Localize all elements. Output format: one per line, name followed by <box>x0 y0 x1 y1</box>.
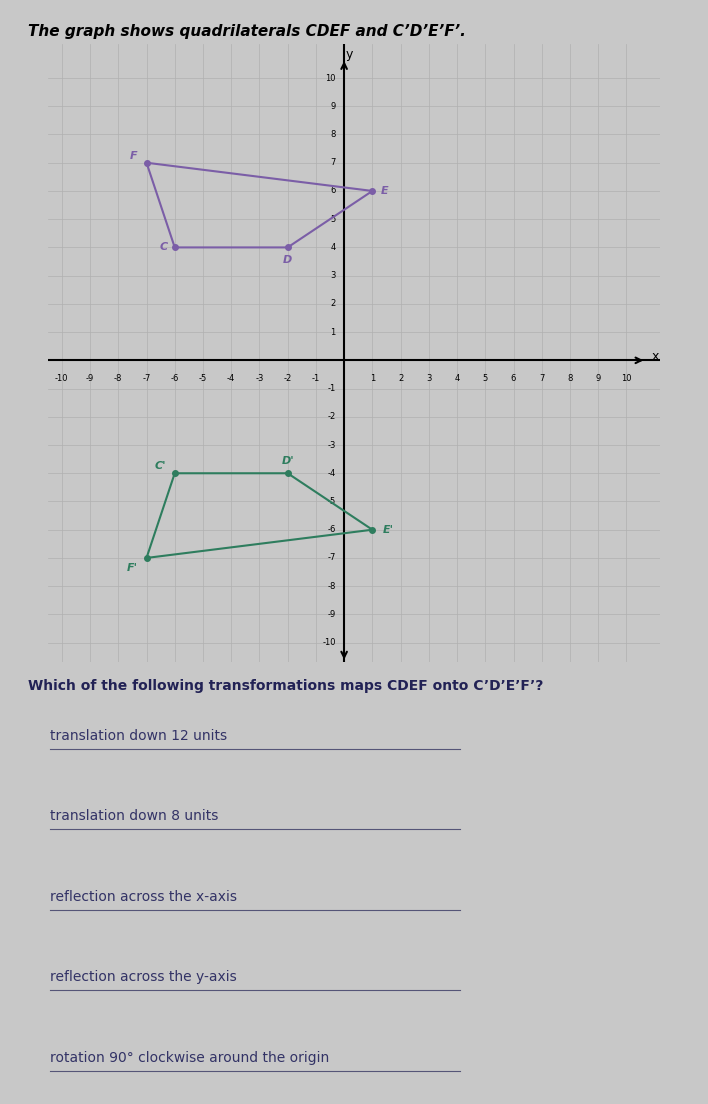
Text: -3: -3 <box>327 440 336 449</box>
Text: 8: 8 <box>567 374 573 383</box>
Text: 10: 10 <box>621 374 632 383</box>
Text: -8: -8 <box>327 582 336 591</box>
Text: E: E <box>381 185 389 195</box>
Text: -9: -9 <box>86 374 94 383</box>
Text: -4: -4 <box>227 374 235 383</box>
Text: -1: -1 <box>327 384 336 393</box>
Text: -8: -8 <box>114 374 122 383</box>
Text: -9: -9 <box>327 609 336 619</box>
Text: 3: 3 <box>426 374 431 383</box>
Text: 9: 9 <box>331 102 336 110</box>
Text: -1: -1 <box>312 374 320 383</box>
Text: y: y <box>346 49 353 61</box>
Text: -7: -7 <box>327 553 336 562</box>
Text: Which of the following transformations maps CDEF onto C’D’E’F’?: Which of the following transformations m… <box>28 679 544 693</box>
Text: 5: 5 <box>483 374 488 383</box>
Text: 10: 10 <box>325 74 336 83</box>
Text: The graph shows quadrilaterals CDEF and C’D’E’F’.: The graph shows quadrilaterals CDEF and … <box>28 24 466 40</box>
Text: 1: 1 <box>370 374 375 383</box>
Text: 2: 2 <box>331 299 336 308</box>
Text: -4: -4 <box>327 469 336 478</box>
Text: F: F <box>130 150 137 161</box>
Text: -5: -5 <box>199 374 207 383</box>
Text: reflection across the x-axis: reflection across the x-axis <box>50 890 236 904</box>
Text: -10: -10 <box>322 638 336 647</box>
Text: reflection across the y-axis: reflection across the y-axis <box>50 970 236 985</box>
Text: -3: -3 <box>256 374 263 383</box>
Text: -5: -5 <box>327 497 336 506</box>
Text: 2: 2 <box>398 374 403 383</box>
Text: F': F' <box>127 563 138 573</box>
Text: 3: 3 <box>330 272 336 280</box>
Text: -6: -6 <box>327 526 336 534</box>
Text: 4: 4 <box>455 374 459 383</box>
Text: -10: -10 <box>55 374 69 383</box>
Text: 7: 7 <box>539 374 544 383</box>
Text: 9: 9 <box>595 374 601 383</box>
Text: x: x <box>652 350 659 362</box>
Text: 5: 5 <box>331 214 336 224</box>
Text: translation down 12 units: translation down 12 units <box>50 729 227 743</box>
Text: C': C' <box>155 461 166 471</box>
Text: D: D <box>283 255 292 265</box>
Text: E': E' <box>382 524 394 534</box>
Text: -2: -2 <box>327 412 336 422</box>
Text: 1: 1 <box>331 328 336 337</box>
Text: -2: -2 <box>283 374 292 383</box>
Text: 8: 8 <box>330 130 336 139</box>
Text: translation down 8 units: translation down 8 units <box>50 809 218 824</box>
Text: -7: -7 <box>142 374 151 383</box>
Text: D': D' <box>281 456 294 466</box>
Text: 7: 7 <box>330 158 336 167</box>
Text: rotation 90° clockwise around the origin: rotation 90° clockwise around the origin <box>50 1051 329 1065</box>
Text: C: C <box>159 243 168 253</box>
Text: 6: 6 <box>510 374 516 383</box>
Text: -6: -6 <box>171 374 179 383</box>
Text: 4: 4 <box>331 243 336 252</box>
Text: 6: 6 <box>330 187 336 195</box>
